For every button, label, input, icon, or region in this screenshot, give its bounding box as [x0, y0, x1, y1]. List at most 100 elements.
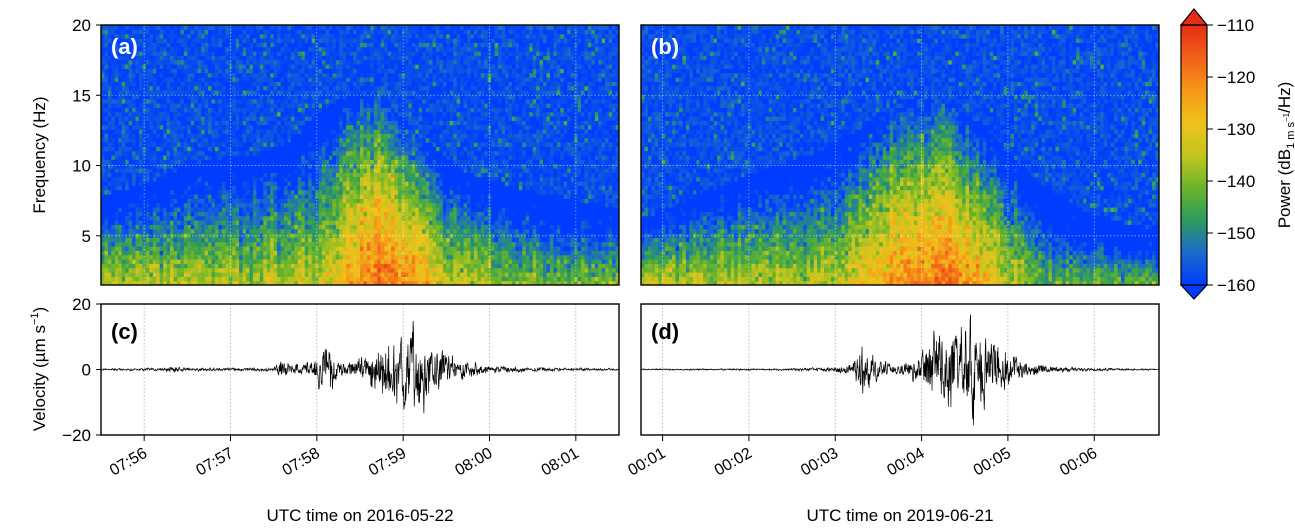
spectrogram-cell — [132, 111, 137, 117]
spectrogram-cell — [118, 250, 123, 256]
spectrogram-cell — [280, 259, 285, 264]
spectrogram-cell — [273, 181, 278, 186]
spectrogram-cell — [166, 38, 171, 43]
spectrogram-cell — [332, 94, 337, 100]
spectrogram-cell — [107, 103, 112, 108]
spectrogram-cell — [290, 25, 295, 30]
spectrogram-cell — [349, 25, 354, 30]
spectrogram-cell — [135, 189, 140, 195]
spectrogram-cell — [270, 72, 275, 78]
spectrogram-cell — [118, 168, 123, 173]
spectrogram-cell — [311, 233, 316, 238]
spectrogram-cell — [166, 124, 171, 130]
spectrogram-cell — [138, 85, 144, 91]
spectrogram-cell — [284, 64, 289, 69]
spectrogram-cell — [356, 42, 361, 48]
spectrogram-cell — [128, 146, 133, 152]
spectrogram-cell — [256, 267, 261, 273]
spectrogram-cell — [328, 38, 333, 43]
spectrogram-cell — [111, 103, 116, 108]
spectrogram-cell — [363, 228, 368, 234]
spectrogram-cell — [387, 267, 392, 273]
spectrogram-cell — [125, 72, 130, 78]
spectrogram-cell — [183, 185, 188, 191]
spectrogram-cell — [135, 111, 140, 117]
spectrogram-cell — [270, 228, 275, 234]
spectrogram-cell — [332, 133, 337, 139]
spectrogram-cell — [256, 250, 261, 256]
spectrogram-cell — [377, 181, 382, 186]
spectrogram-cell — [270, 33, 275, 39]
spectrogram-cell — [145, 55, 150, 61]
spectrogram-cell — [170, 250, 175, 256]
spectrogram-cell — [101, 163, 106, 169]
spectrogram-cell — [225, 211, 230, 217]
spectrogram-cell — [322, 94, 327, 100]
spectrogram-cell — [270, 29, 275, 35]
spectrogram-cell — [363, 198, 368, 204]
spectrogram-cell — [384, 233, 389, 238]
spectrogram-cell — [166, 33, 171, 39]
spectrogram-cell — [360, 168, 365, 173]
spectrogram-cell — [387, 272, 392, 277]
spectrogram-cell — [228, 246, 233, 251]
spectrogram-cell — [232, 42, 237, 48]
spectrogram-cell — [201, 146, 206, 152]
spectrogram-cell — [214, 207, 220, 212]
spectrogram-cell — [107, 55, 112, 61]
spectrogram-cell — [135, 194, 140, 199]
spectrogram-cell — [252, 272, 257, 277]
spectrogram-cell — [353, 259, 358, 264]
spectrogram-cell — [308, 198, 313, 204]
spectrogram-cell — [342, 116, 347, 121]
spectrogram-cell — [204, 64, 209, 69]
spectrogram-cell — [328, 189, 333, 195]
spectrogram-cell — [349, 220, 354, 225]
spectrogram-cell — [266, 241, 271, 247]
spectrogram-cell — [135, 90, 140, 95]
spectrogram-cell — [163, 172, 168, 178]
spectrogram-cell — [256, 194, 261, 199]
spectrogram-cell — [145, 94, 150, 100]
spectrogram-cell — [259, 107, 264, 113]
spectrogram-cell — [332, 129, 337, 134]
spectrogram-cell — [173, 133, 178, 139]
spectrogram-cell — [149, 181, 154, 186]
spectrogram-cell — [249, 90, 254, 95]
spectrogram-cell — [370, 224, 375, 230]
spectrogram-cell — [183, 68, 188, 74]
spectrogram-cell — [280, 263, 285, 269]
spectrogram-cell — [225, 29, 230, 35]
spectrogram-cell — [232, 85, 237, 91]
spectrogram-cell — [180, 159, 185, 165]
spectrogram-cell — [277, 133, 282, 139]
spectrogram-cell — [356, 155, 361, 160]
spectrogram-cell — [104, 33, 109, 39]
spectrogram-cell — [125, 85, 130, 91]
spectrogram-cell — [294, 111, 299, 117]
spectrogram-cell — [249, 59, 254, 65]
spectrogram-cell — [232, 90, 237, 95]
spectrogram-cell — [308, 38, 313, 43]
spectrogram-cell — [138, 81, 144, 87]
spectrogram-cell — [118, 181, 123, 186]
spectrogram-cell — [294, 194, 299, 199]
spectrogram-cell — [183, 159, 188, 165]
spectrogram-cell — [194, 116, 199, 121]
spectrogram-cell — [273, 85, 278, 91]
spectrogram-cell — [204, 77, 209, 82]
spectrogram-cell — [156, 90, 161, 95]
spectrogram-cell — [173, 155, 178, 160]
spectrogram-cell — [380, 246, 385, 251]
spectrogram-cell — [259, 68, 264, 74]
spectrogram-cell — [183, 107, 188, 113]
spectrogram-cell — [187, 116, 192, 121]
spectrogram-cell — [373, 207, 378, 212]
spectrogram-cell — [221, 129, 226, 134]
spectrogram-cell — [373, 72, 378, 78]
spectrogram-cell — [211, 116, 216, 121]
spectrogram-cell — [114, 250, 119, 256]
spectrogram-cell — [332, 42, 337, 48]
spectrogram-cell — [270, 198, 275, 204]
spectrogram-cell — [197, 107, 202, 113]
